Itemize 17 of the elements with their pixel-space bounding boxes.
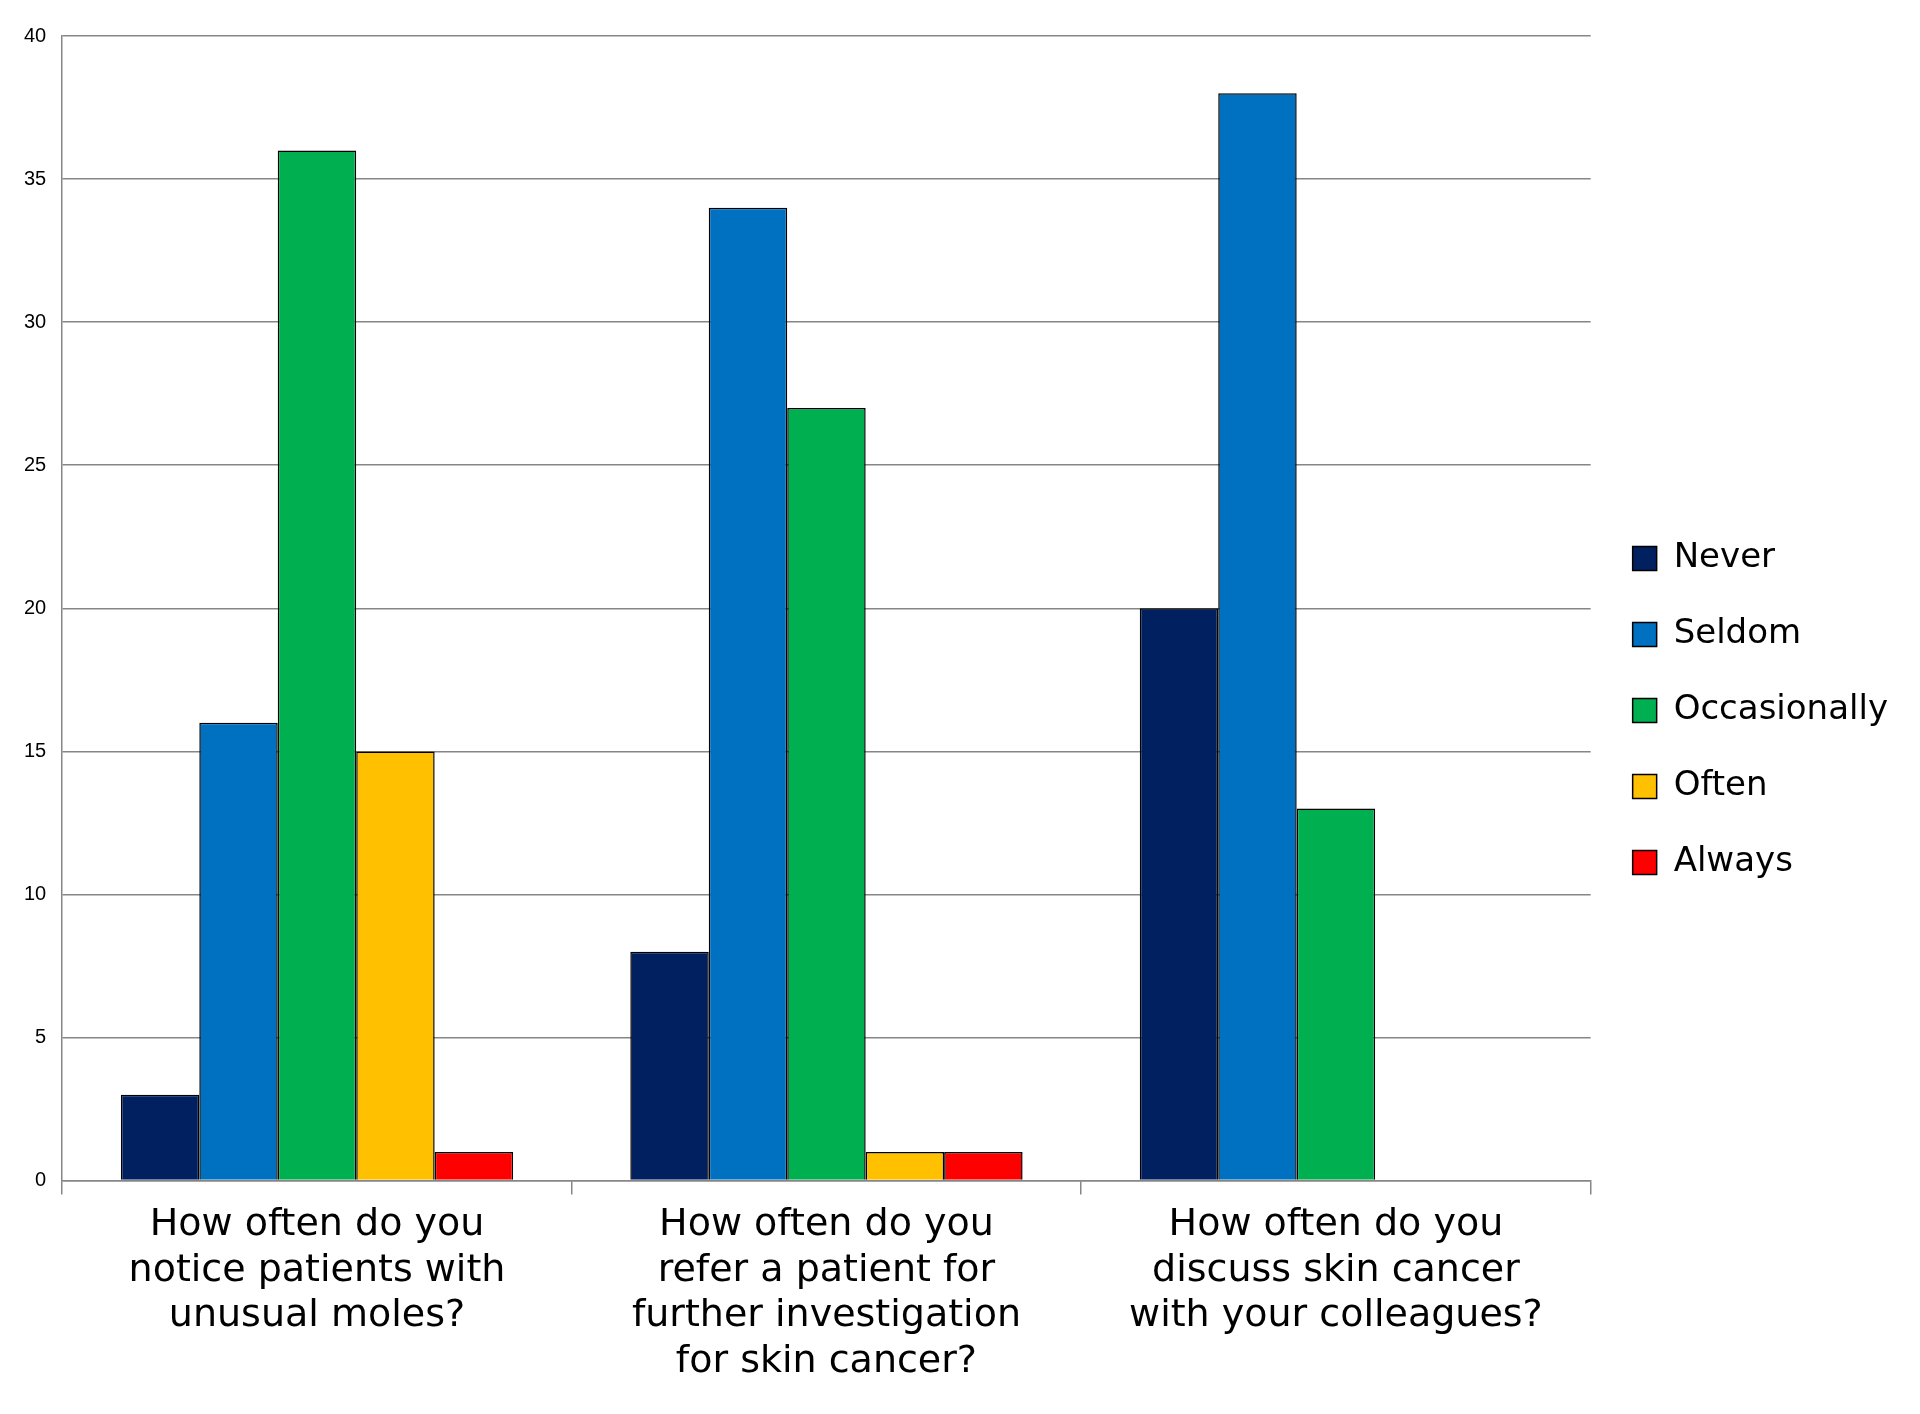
y-tick-label: 15 bbox=[24, 738, 47, 761]
y-tick-label: 0 bbox=[35, 1168, 47, 1191]
legend-label: Always bbox=[1673, 839, 1793, 880]
x-tick-label: How often do you discuss skin cancer with your colleagues? bbox=[1129, 1200, 1543, 1336]
y-tick-label: 35 bbox=[24, 166, 47, 189]
x-tick-label: How often do you refer a patient for further investigation for skin cancer? bbox=[631, 1200, 1022, 1382]
legend-label: Often bbox=[1673, 763, 1768, 804]
y-tick-label: 30 bbox=[24, 309, 47, 332]
legend-label: Never bbox=[1673, 535, 1776, 576]
legend-label: Occasionally bbox=[1673, 687, 1888, 728]
x-tick-label: How often do you notice patients with unusual moles? bbox=[128, 1200, 506, 1336]
y-tick-label: 40 bbox=[24, 23, 47, 46]
y-tick-label: 20 bbox=[24, 595, 47, 618]
y-tick-label: 25 bbox=[24, 452, 47, 475]
y-tick-label: 5 bbox=[35, 1025, 47, 1048]
legend-label: Seldom bbox=[1673, 611, 1802, 652]
y-tick-label: 10 bbox=[24, 881, 47, 904]
